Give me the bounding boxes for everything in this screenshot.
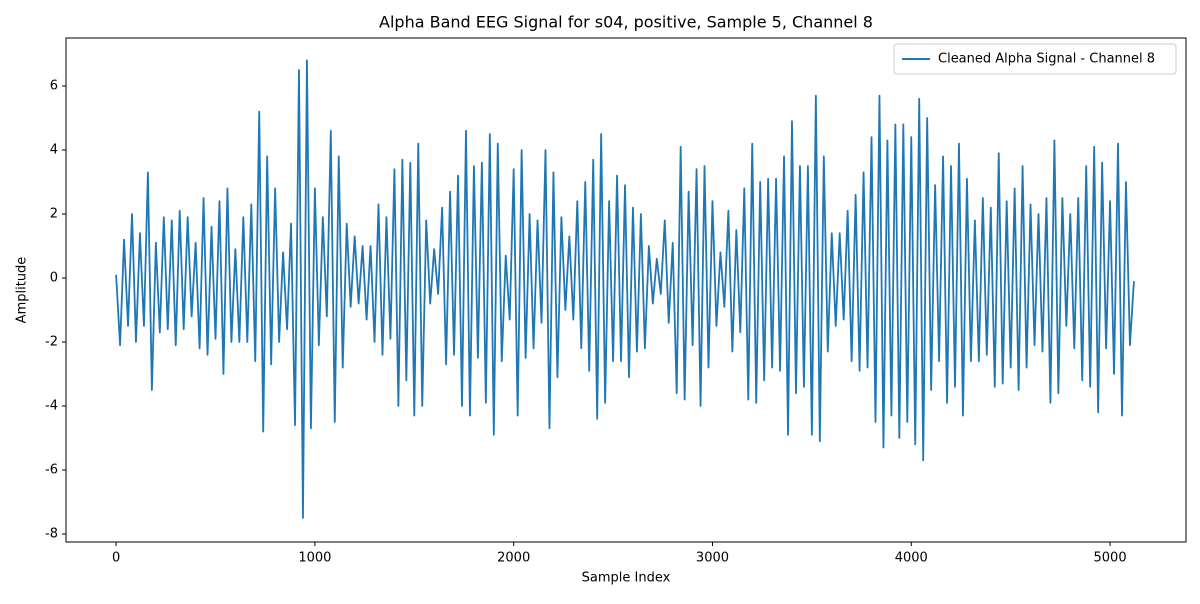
legend-box [893, 43, 1177, 75]
y-tick-label: -6 [45, 463, 58, 478]
chart-title: Alpha Band EEG Signal for s04, positive,… [379, 13, 873, 32]
y-axis-label: Amplitude [15, 257, 30, 324]
y-tick-label: -2 [45, 335, 58, 350]
y-tick-label: 4 [50, 143, 58, 158]
y-tick-label: -4 [45, 399, 58, 414]
legend-label: Cleaned Alpha Signal - Channel 8 [938, 52, 1155, 67]
x-tick-label: 5000 [1094, 551, 1127, 566]
plot-frame [65, 37, 1187, 543]
y-tick-label: 6 [50, 79, 58, 94]
x-tick-label: 4000 [895, 551, 928, 566]
x-tick-label: 3000 [696, 551, 729, 566]
y-tick-label: 2 [50, 207, 58, 222]
x-tick-label: 2000 [497, 551, 530, 566]
x-tick-label: 1000 [298, 551, 331, 566]
x-axis-label: Sample Index [582, 571, 671, 586]
y-tick-label: -8 [45, 527, 58, 542]
x-tick-label: 0 [112, 551, 120, 566]
y-tick-label: 0 [50, 271, 58, 286]
signal-line [115, 59, 1135, 519]
